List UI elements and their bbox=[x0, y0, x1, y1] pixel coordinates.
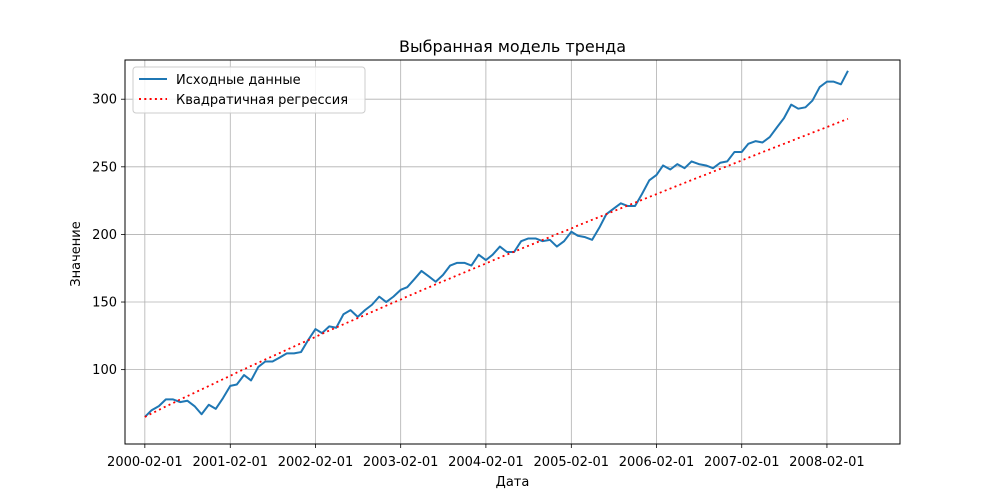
x-tick-label: 2008-02-01 bbox=[789, 455, 865, 470]
x-tick-label: 2004-02-01 bbox=[448, 455, 524, 470]
x-tick-label: 2000-02-01 bbox=[107, 455, 183, 470]
x-tick-label: 2001-02-01 bbox=[192, 455, 268, 470]
legend-box bbox=[132, 66, 366, 114]
axes-frame bbox=[124, 59, 901, 445]
y-tick-label: 150 bbox=[92, 296, 117, 311]
y-tick-label: 100 bbox=[92, 363, 117, 378]
x-tick-label: 2007-02-01 bbox=[704, 455, 780, 470]
y-tick-label: 250 bbox=[92, 160, 117, 175]
ticks: 2000-02-01 2001-02-01 2002-02-01 2003-02-01… bbox=[92, 93, 865, 470]
grid bbox=[125, 60, 900, 444]
x-tick-label: 2003-02-01 bbox=[363, 455, 439, 470]
chart-title: Выбранная модель тренда bbox=[399, 37, 626, 56]
legend-label-quadratic-regression: Квадратичная регрессия bbox=[176, 93, 348, 108]
x-tick-label: 2005-02-01 bbox=[534, 455, 610, 470]
x-tick-label: 2002-02-01 bbox=[278, 455, 354, 470]
series-layer bbox=[144, 70, 849, 418]
legend-label-original-data: Исходные данные bbox=[176, 73, 301, 88]
x-tick-label: 2006-02-01 bbox=[619, 455, 695, 470]
y-tick-label: 200 bbox=[92, 228, 117, 243]
y-tick-label: 300 bbox=[92, 93, 117, 108]
series-original-data bbox=[144, 70, 849, 418]
legend: Исходные данные Квадратичная регрессия bbox=[132, 66, 366, 114]
x-axis-label: Дата bbox=[496, 475, 530, 490]
y-axis-label: Значение bbox=[69, 221, 84, 286]
